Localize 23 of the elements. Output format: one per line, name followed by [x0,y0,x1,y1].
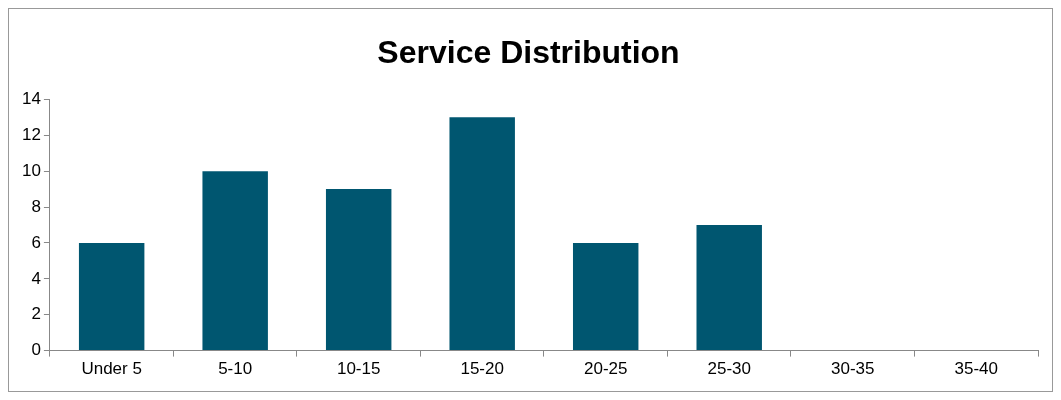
x-tick-label: 10-15 [336,359,381,379]
x-tick-label: 30-35 [830,359,875,379]
x-tick-label: 15-20 [460,359,504,379]
x-tick-label: Under 5 [81,359,142,379]
y-tick-label: 2 [31,304,41,324]
y-tick-label: 12 [21,124,41,144]
chart-title: Service Distribution [377,34,680,71]
y-tick-label: 6 [31,232,41,252]
bar [202,171,268,351]
x-tick-label: 25-30 [707,359,751,379]
bar [572,242,639,351]
bar [449,117,515,351]
y-tick-label: 10 [21,160,41,180]
bar [325,189,392,351]
y-tick-label: 4 [31,268,41,288]
x-tick-label: 35-40 [954,359,998,379]
y-tick-label: 0 [31,340,41,360]
y-tick-label: 14 [21,89,41,109]
bar [78,242,145,351]
x-tick-label: 5-10 [218,359,253,379]
y-tick-label: 8 [31,196,41,216]
x-tick-label: 20-25 [583,359,628,379]
bar [696,225,762,351]
